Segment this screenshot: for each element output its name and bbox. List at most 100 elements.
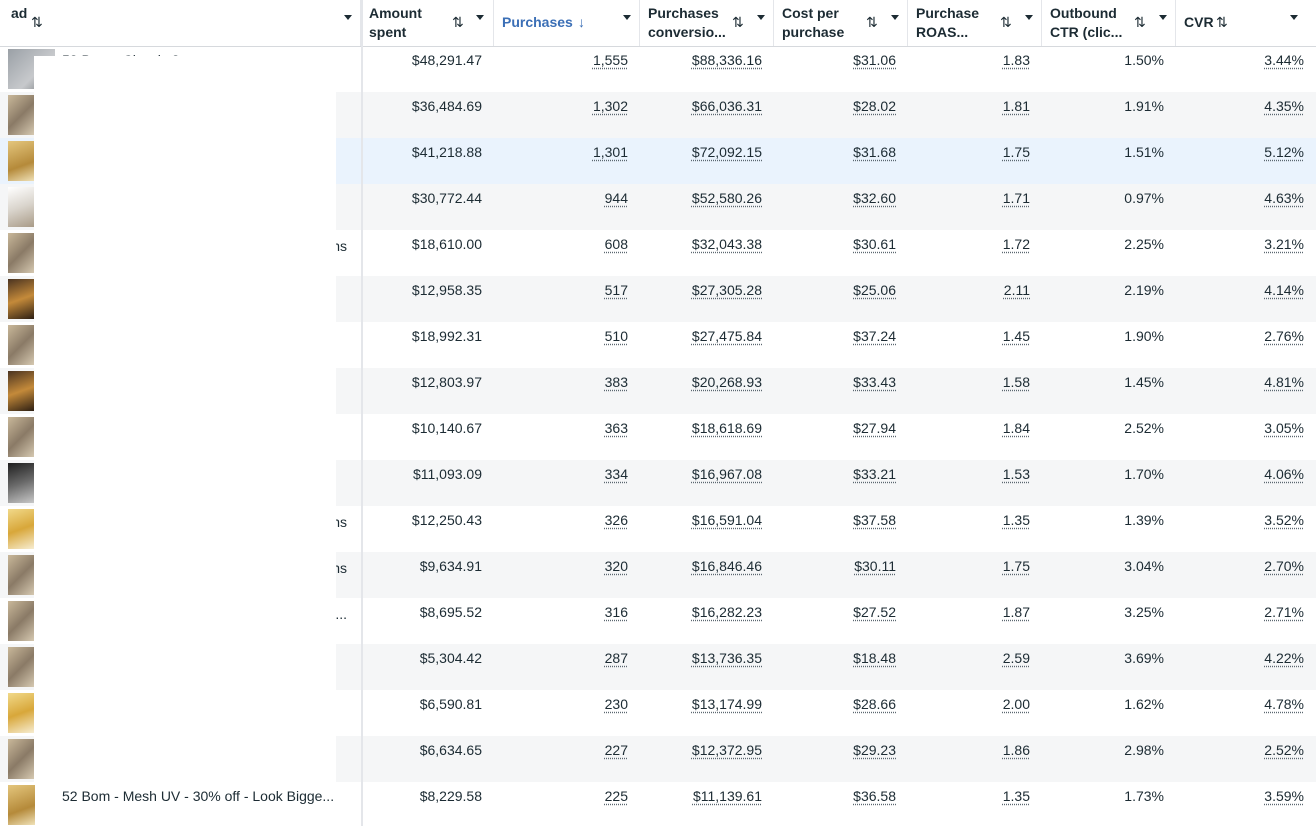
roas-value[interactable]: 2.59 [1002,650,1030,666]
purchases-cell[interactable]: 510 [494,322,640,368]
roas-value[interactable]: 1.35 [1002,512,1030,528]
chevron-down-icon[interactable] [1025,15,1033,20]
purchases-value[interactable]: 510 [604,328,628,344]
conversion-value-value[interactable]: $88,336.16 [691,52,762,68]
roas-cell[interactable]: 1.58 [908,368,1042,414]
cvr-value[interactable]: 3.44% [1264,52,1304,68]
roas-cell[interactable]: 1.35 [908,506,1042,552]
cost-per-purchase-cell[interactable]: $33.43 [774,368,908,414]
conversion-value-cell[interactable]: $52,580.26 [640,184,774,230]
ad-name-cell[interactable]: ns [0,230,361,276]
conversion-value-value[interactable]: $72,092.15 [691,144,762,160]
ad-thumbnail[interactable] [8,647,35,687]
cost-per-purchase-cell[interactable]: $32.60 [774,184,908,230]
roas-value[interactable]: 1.45 [1002,328,1030,344]
sort-icon[interactable]: ⇅ [31,14,43,30]
purchases-cell[interactable]: 316 [494,598,640,644]
conversion-value-cell[interactable]: $27,475.84 [640,322,774,368]
ad-thumbnail[interactable] [8,463,35,503]
cvr-cell[interactable]: 2.71% [1176,598,1316,644]
table-row[interactable]: $10,140.67 363 $18,618.69 $27.94 1.84 2.52% 3.… [0,414,1316,460]
conversion-value-value[interactable]: $27,305.28 [691,282,762,298]
conversion-value-value[interactable]: $52,580.26 [691,190,762,206]
conversion-value-cell[interactable]: $66,036.31 [640,92,774,138]
roas-value[interactable]: 1.87 [1002,604,1030,620]
purchases-value[interactable]: 608 [604,236,628,252]
cvr-value[interactable]: 3.05% [1264,420,1304,436]
cvr-cell[interactable]: 4.14% [1176,276,1316,322]
ad-name-cell[interactable] [0,368,361,414]
purchases-value[interactable]: 944 [604,190,628,206]
purchases-value[interactable]: 227 [604,742,628,758]
cvr-value[interactable]: 4.81% [1264,374,1304,390]
cvr-cell[interactable]: 4.78% [1176,690,1316,736]
conversion-value-cell[interactable]: $11,139.61 [640,782,774,828]
roas-value[interactable]: 1.81 [1002,98,1030,114]
cost-per-purchase-value[interactable]: $33.21 [853,466,896,482]
cvr-value[interactable]: 5.12% [1264,144,1304,160]
conversion-value-cell[interactable]: $16,846.46 [640,552,774,598]
cost-per-purchase-cell[interactable]: $37.24 [774,322,908,368]
ad-name-cell[interactable] [0,460,361,506]
roas-value[interactable]: 1.84 [1002,420,1030,436]
conversion-value-value[interactable]: $12,372.95 [691,742,762,758]
table-row[interactable]: $18,992.31 510 $27,475.84 $37.24 1.45 1.90% 2.… [0,322,1316,368]
cvr-value[interactable]: 2.52% [1264,742,1304,758]
cvr-value[interactable]: 4.14% [1264,282,1304,298]
cost-per-purchase-value[interactable]: $27.52 [853,604,896,620]
purchases-value[interactable]: 320 [604,558,628,574]
cvr-value[interactable]: 3.21% [1264,236,1304,252]
purchases-cell[interactable]: 383 [494,368,640,414]
cost-per-purchase-value[interactable]: $33.43 [853,374,896,390]
cvr-value[interactable]: 4.22% [1264,650,1304,666]
roas-value[interactable]: 1.71 [1002,190,1030,206]
cost-per-purchase-value[interactable]: $30.11 [854,558,896,574]
chevron-down-icon[interactable] [476,15,484,20]
cvr-cell[interactable]: 3.44% [1176,46,1316,92]
purchases-cell[interactable]: 1,555 [494,46,640,92]
ad-thumbnail[interactable] [8,141,35,181]
ad-thumbnail[interactable] [8,785,35,825]
cost-per-purchase-cell[interactable]: $31.68 [774,138,908,184]
purchases-value[interactable]: 517 [604,282,628,298]
cost-per-purchase-value[interactable]: $31.06 [853,52,896,68]
purchases-value[interactable]: 316 [604,604,628,620]
ad-name-cell[interactable] [0,690,361,736]
ad-name-cell[interactable] [0,736,361,782]
sort-icon[interactable]: ⇅ [1000,14,1012,30]
chevron-down-icon[interactable] [623,15,631,20]
purchases-cell[interactable]: 517 [494,276,640,322]
conversion-value-cell[interactable]: $16,282.23 [640,598,774,644]
column-header-cost-per-purchase[interactable]: Cost per purchase ⇅ [774,0,908,46]
roas-cell[interactable]: 1.75 [908,138,1042,184]
cost-per-purchase-cell[interactable]: $28.02 [774,92,908,138]
column-header-purchase-roas[interactable]: Purchase ROAS... ⇅ [908,0,1042,46]
conversion-value-cell[interactable]: $13,736.35 [640,644,774,690]
ad-name[interactable]: 52 Bom - Mesh UV - 30% off - Look Bigge.… [62,788,335,804]
ad-name-cell[interactable] [0,184,361,230]
purchases-cell[interactable]: 1,302 [494,92,640,138]
table-row[interactable]: ns $18,610.00 608 $32,043.38 $30.61 1.72 2.25%… [0,230,1316,276]
column-header-ad[interactable]: ad ⇅ [0,0,361,46]
cvr-value[interactable]: 4.63% [1264,190,1304,206]
table-row[interactable]: 52 Bom - Mesh UV - 30% off - Look Bigge.… [0,782,1316,828]
conversion-value-cell[interactable]: $18,618.69 [640,414,774,460]
cost-per-purchase-value[interactable]: $37.58 [853,512,896,528]
cvr-value[interactable]: 4.06% [1264,466,1304,482]
roas-cell[interactable]: 1.53 [908,460,1042,506]
sort-icon[interactable]: ⇅ [1134,14,1146,30]
purchases-cell[interactable]: 320 [494,552,640,598]
cost-per-purchase-cell[interactable]: $37.58 [774,506,908,552]
roas-value[interactable]: 1.53 [1002,466,1030,482]
ad-thumbnail[interactable] [8,417,35,457]
conversion-value-value[interactable]: $16,591.04 [691,512,762,528]
roas-value[interactable]: 2.00 [1002,696,1030,712]
roas-value[interactable]: 2.11 [1003,282,1030,298]
purchases-value[interactable]: 1,302 [592,98,628,114]
cost-per-purchase-cell[interactable]: $29.23 [774,736,908,782]
cvr-cell[interactable]: 2.70% [1176,552,1316,598]
cost-per-purchase-value[interactable]: $27.94 [853,420,896,436]
roas-cell[interactable]: 1.35 [908,782,1042,828]
conversion-value-value[interactable]: $13,736.35 [691,650,762,666]
conversion-value-value[interactable]: $16,846.46 [691,558,762,574]
